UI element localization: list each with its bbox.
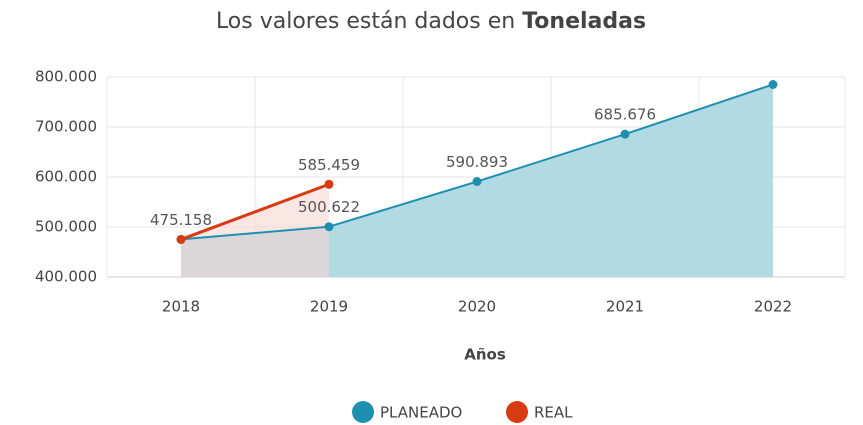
y-tick-label: 500.000 <box>35 218 97 236</box>
legend-swatch <box>352 401 374 423</box>
point <box>324 179 334 189</box>
point <box>324 222 334 232</box>
chart-title: Los valores están dados en Toneladas <box>216 9 646 34</box>
x-tick-label: 2022 <box>754 298 792 316</box>
line <box>180 182 330 241</box>
point <box>472 177 482 187</box>
value-label: 475.158 <box>150 211 212 229</box>
point <box>768 80 778 89</box>
point <box>176 234 186 244</box>
value-label: 685.676 <box>594 106 656 124</box>
title-text: Los valores están dados en <box>216 9 515 34</box>
legend-swatch <box>506 401 528 423</box>
y-tick-label: 600.000 <box>35 168 97 186</box>
value-label: 585.459 <box>298 156 360 174</box>
value-label: 500.622 <box>298 198 360 216</box>
y-tick-label: 800.000 <box>35 68 97 86</box>
x-axis-title: Años <box>464 346 506 364</box>
y-tick-label: 400.000 <box>35 268 97 286</box>
y-tick-label: 700.000 <box>35 118 97 136</box>
legend-label: PLANEADO <box>380 404 462 422</box>
x-tick-label: 2021 <box>606 298 644 316</box>
x-tick-label: 2019 <box>310 298 348 316</box>
value-label: 590.893 <box>446 153 508 171</box>
area <box>181 184 329 277</box>
point <box>620 129 630 139</box>
title-bold: Toneladas <box>522 9 646 34</box>
x-tick-label: 2020 <box>458 298 496 316</box>
legend-label: REAL <box>534 404 573 422</box>
x-tick-label: 2018 <box>162 298 200 316</box>
